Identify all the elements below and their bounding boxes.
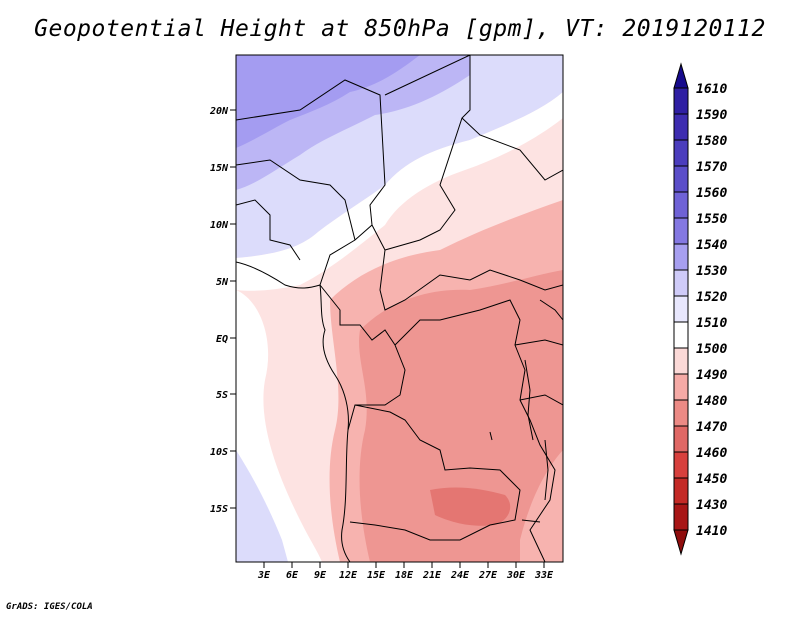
colorbar-cell [673, 217, 689, 245]
lat-tick: 10S [210, 447, 228, 458]
colorbar-label: 1470 [696, 420, 727, 435]
colorbar-label: 1490 [696, 368, 727, 383]
lat-tick: 20N [209, 106, 229, 117]
colorbar-cell [673, 139, 689, 167]
colorbar-label: 1610 [696, 82, 727, 97]
field-1480 [359, 270, 563, 562]
colorbar-label: 1540 [696, 238, 727, 253]
map-frame [235, 54, 564, 563]
colorbar-top-arrow [673, 62, 689, 89]
colorbar-label: 1450 [696, 472, 727, 487]
colorbar-cell [673, 295, 689, 323]
credit-text: GrADS: IGES/COLA [6, 602, 93, 612]
lon-tick: 15E [367, 570, 386, 581]
lon-tick: 9E [314, 570, 327, 581]
field-1510 [236, 92, 563, 291]
colorbar-cell [673, 165, 689, 193]
lat-tick: 15N [210, 163, 229, 174]
colorbar-cell [673, 373, 689, 401]
colorbar-cell [673, 113, 689, 141]
coastline [236, 261, 351, 562]
colorbar-cell [673, 399, 689, 427]
lat-tick: 5N [216, 277, 229, 288]
lon-tick: 6E [286, 570, 299, 581]
lon-tick: 12E [339, 570, 358, 581]
colorbar-cell [673, 87, 689, 115]
colorbar-label: 1530 [696, 264, 727, 279]
lon-tick: 30E [506, 570, 526, 581]
colorbar-label: 1570 [696, 160, 727, 175]
lat-tick: 15S [210, 504, 228, 515]
chart-title: Geopotential Height at 850hPa [gpm], VT:… [34, 16, 766, 42]
colorbar-label: 1560 [696, 186, 727, 201]
colorbar-label: 1590 [696, 108, 727, 123]
lon-tick: 27E [478, 570, 498, 581]
lon-tick: 33E [534, 570, 554, 581]
colorbar-cell [673, 425, 689, 453]
colorbar-label: 1480 [696, 394, 727, 409]
colorbar-label: 1460 [696, 446, 727, 461]
colorbar-cell [673, 477, 689, 505]
lon-tick: 21E [422, 570, 442, 581]
colorbar: 1610 1590 1580 1570 1560 1550 1540 1530 1520 1510… [673, 62, 727, 556]
field-1540 [236, 55, 420, 148]
field-sw-1520 [236, 450, 288, 562]
colorbar-label: 1580 [696, 134, 727, 149]
colorbar-cell [673, 269, 689, 297]
lon-axis: 3E 6E 9E 12E 15E 18E 21E 24E 27E 30E 33E [257, 562, 554, 581]
colorbar-cell [673, 451, 689, 479]
field-1470 [430, 487, 511, 526]
lon-tick: 18E [395, 570, 414, 581]
lon-tick: 3E [257, 570, 271, 581]
lat-axis: 20N 15N 10N 5N EQ 5S 10S 15S [209, 106, 236, 515]
colorbar-label: 1550 [696, 212, 727, 227]
colorbar-label: 1430 [696, 498, 727, 513]
colorbar-label: 1520 [696, 290, 727, 305]
colorbar-cell [673, 503, 689, 531]
colorbar-label: 1510 [696, 316, 727, 331]
lat-tick: 5S [216, 390, 228, 401]
border-lines [236, 55, 563, 562]
height-field [236, 55, 563, 562]
lat-tick: EQ [216, 334, 228, 345]
lake-outlines [489, 359, 549, 523]
colorbar-label: 1500 [696, 342, 727, 357]
colorbar-cell [673, 191, 689, 219]
colorbar-cell [673, 347, 689, 375]
country-boundaries [236, 55, 563, 562]
lon-tick: 24E [450, 570, 470, 581]
lat-tick: 10N [210, 220, 229, 231]
colorbar-cell [673, 321, 689, 349]
colorbar-label: 1410 [696, 524, 727, 539]
colorbar-bottom-arrow [673, 529, 689, 556]
colorbar-cell [673, 243, 689, 271]
